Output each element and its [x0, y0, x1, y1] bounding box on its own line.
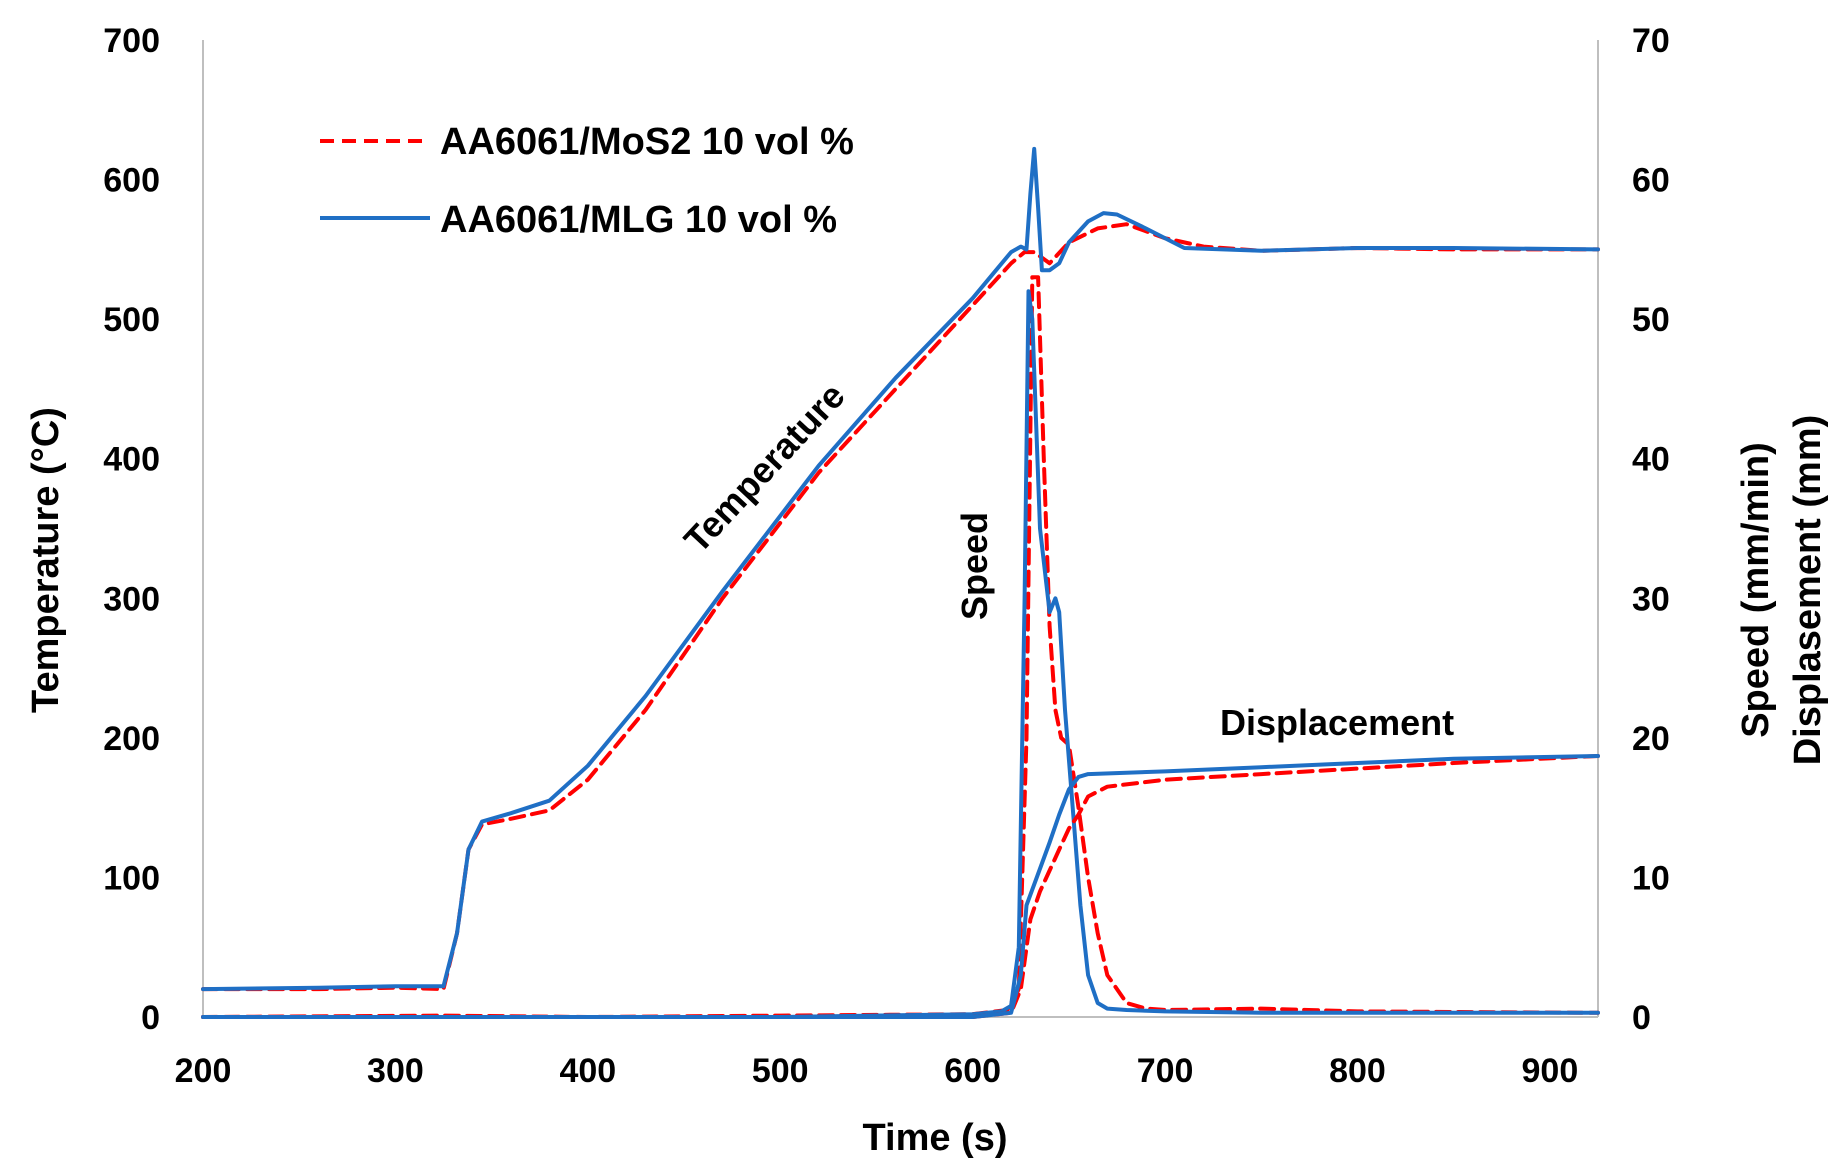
y-tick-label: 500 — [103, 301, 160, 339]
legend-box — [285, 100, 945, 260]
series-line-1 — [201, 146, 1600, 992]
series-layer — [201, 146, 1600, 1019]
x-tick-label: 300 — [367, 1052, 424, 1090]
y2-tick-label: 40 — [1632, 441, 1670, 479]
x-tick-label: 800 — [1329, 1052, 1386, 1090]
x-axis-title: Time (s) — [862, 1117, 1007, 1159]
y2-tick-label: 50 — [1632, 301, 1670, 339]
x-tick-label: 200 — [175, 1052, 232, 1090]
x-tick-label: 600 — [944, 1052, 1001, 1090]
y-tick-label: 100 — [103, 859, 160, 897]
y-tick-label: 0 — [141, 999, 160, 1037]
legend-label-mos2: AA6061/MoS2 10 vol % — [440, 121, 854, 163]
y2-tick-label: 10 — [1632, 859, 1670, 897]
x-tick-label: 700 — [1137, 1052, 1194, 1090]
series-line-4 — [201, 754, 1600, 1019]
y2-axis-title-speed: Speed (mm/min) — [1735, 442, 1777, 738]
annotation-speed: Speed — [954, 512, 995, 620]
annotation-displacement: Displacement — [1220, 702, 1454, 743]
y-tick-label: 400 — [103, 441, 160, 479]
y2-tick-label: 30 — [1632, 580, 1670, 618]
x-tick-label: 900 — [1522, 1052, 1579, 1090]
legend-label-mlg: AA6061/MLG 10 vol % — [440, 199, 837, 241]
x-tick-label: 500 — [752, 1052, 809, 1090]
series-line-5 — [201, 754, 1600, 1019]
y2-tick-label: 20 — [1632, 720, 1670, 758]
y-tick-label: 600 — [103, 162, 160, 200]
tick-labels: 200 300 400 500 600 700 800 9000100200300400500… — [103, 22, 1670, 1090]
y-tick-label: 300 — [103, 580, 160, 618]
x-tick-label: 400 — [559, 1052, 616, 1090]
y2-tick-label: 70 — [1632, 22, 1670, 60]
legend: AA6061/MoS2 10 vol % AA6061/MLG 10 vol % — [285, 100, 945, 260]
y2-axis-title-displacement: Displasement (mm) — [1787, 415, 1829, 766]
series-line-3 — [201, 289, 1600, 1019]
y2-tick-label: 0 — [1632, 999, 1651, 1037]
y-axis-title: Temperature (°C) — [25, 407, 67, 713]
y-tick-label: 700 — [103, 22, 160, 60]
y-tick-label: 200 — [103, 720, 160, 758]
y2-tick-label: 60 — [1632, 162, 1670, 200]
